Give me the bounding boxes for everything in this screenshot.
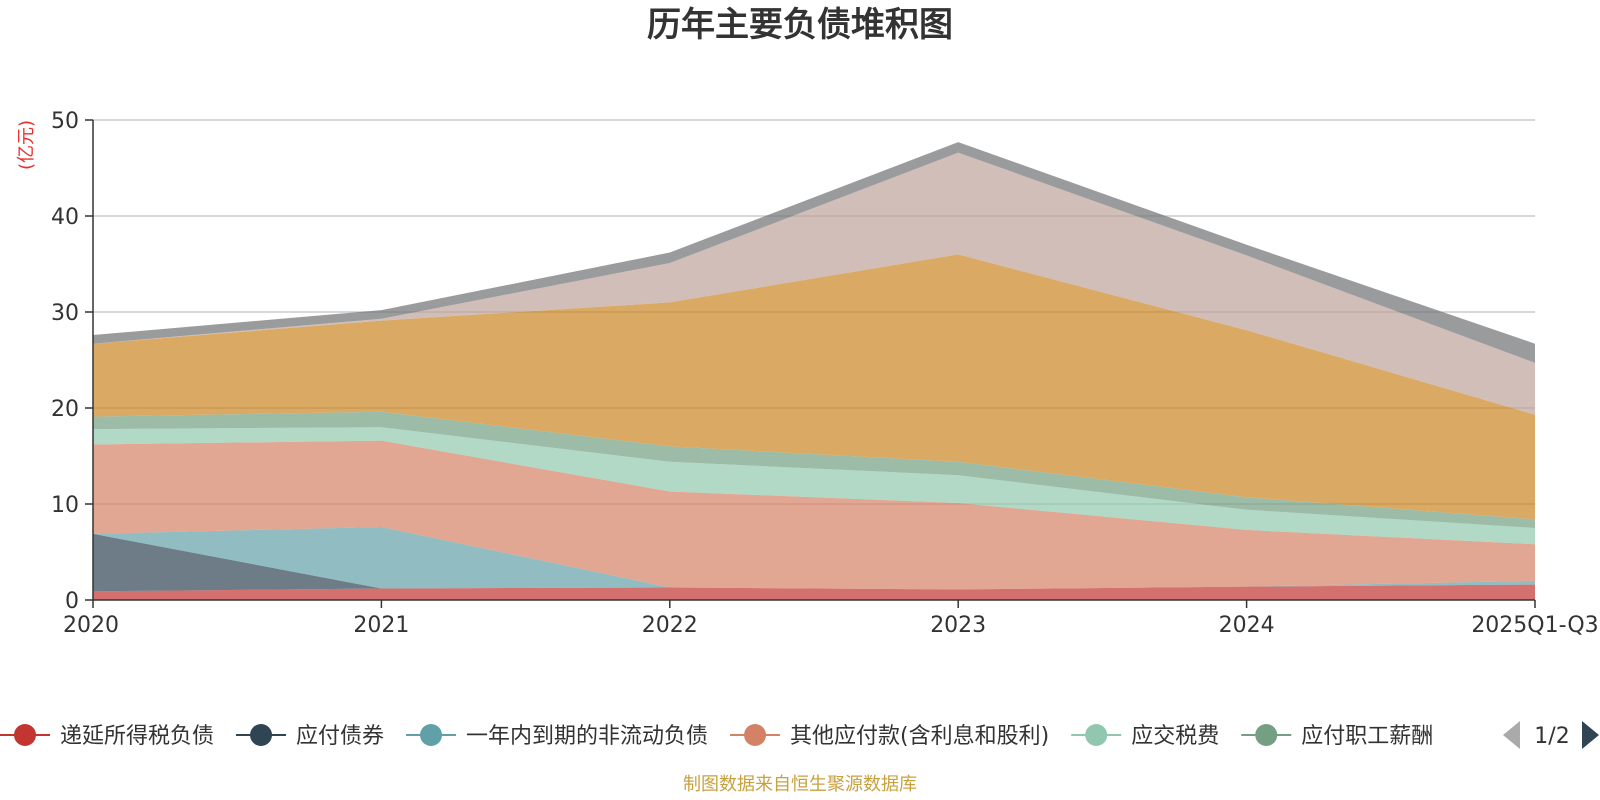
y-tick-label: 10 (51, 493, 79, 518)
legend-item[interactable]: 递延所得税负债 (0, 724, 214, 749)
area-7[interactable] (93, 254, 1535, 520)
legend-label: 应交税费 (1131, 724, 1219, 749)
y-tick-label: 30 (51, 301, 79, 326)
y-tick-label: 20 (51, 397, 79, 422)
legend-prev-icon[interactable] (1503, 721, 1520, 749)
legend-item[interactable]: 应付债券 (236, 724, 384, 749)
x-tick-label: 2020 (63, 613, 119, 638)
area-4[interactable] (93, 440, 1535, 590)
source-note: 制图数据来自恒生聚源数据库 (683, 774, 917, 795)
axes: 0 10 20 30 40 50 2020 2021 2022 2023 2024 2025Q1-Q3 (51, 109, 1599, 638)
area-5[interactable] (93, 427, 1535, 545)
legend-label: 应付债券 (296, 724, 384, 749)
area-series (93, 142, 1535, 600)
chart-title: 历年主要负债堆积图 (647, 5, 953, 45)
x-tick-label: 2022 (642, 613, 698, 638)
x-tick-label: 2023 (930, 613, 986, 638)
legend-item[interactable]: 其他应付款(含利息和股利) (730, 724, 1049, 749)
legend-next-icon[interactable] (1582, 721, 1599, 749)
area-3[interactable] (93, 527, 1535, 590)
legend: 递延所得税负债 应付债券 一年内到期的非流动负债 其他应付款(含利息和股利) 应交税费 应… (0, 721, 1599, 749)
x-tick-label: 2024 (1219, 613, 1275, 638)
legend-label: 应付职工薪酬 (1301, 724, 1433, 749)
legend-marker (14, 724, 36, 746)
area-8[interactable] (93, 152, 1535, 415)
area-9[interactable] (93, 142, 1535, 363)
legend-page-indicator: 1/2 (1534, 724, 1569, 749)
y-tick-label: 40 (51, 205, 79, 230)
y-tick-label: 50 (51, 109, 79, 134)
legend-marker (1255, 724, 1278, 746)
legend-label: 一年内到期的非流动负债 (466, 724, 708, 749)
legend-label: 其他应付款(含利息和股利) (790, 724, 1049, 749)
legend-marker (250, 724, 273, 746)
area-2[interactable] (93, 533, 1535, 592)
legend-item[interactable]: 应付职工薪酬 (1241, 724, 1433, 749)
legend-marker (744, 724, 767, 746)
legend-item[interactable]: 应交税费 (1071, 724, 1219, 749)
y-tick-label: 0 (65, 589, 79, 614)
legend-label: 递延所得税负债 (60, 724, 214, 749)
area-6[interactable] (93, 411, 1535, 528)
legend-pager: 1/2 (1503, 721, 1599, 749)
legend-item[interactable]: 一年内到期的非流动负债 (406, 724, 708, 749)
x-tick-label: 2021 (353, 613, 409, 638)
legend-marker (1085, 724, 1108, 746)
y-axis-unit-label: (亿元) (16, 120, 37, 170)
x-tick-label: 2025Q1-Q3 (1471, 613, 1598, 638)
legend-marker (420, 724, 443, 746)
area-1[interactable] (93, 584, 1535, 600)
